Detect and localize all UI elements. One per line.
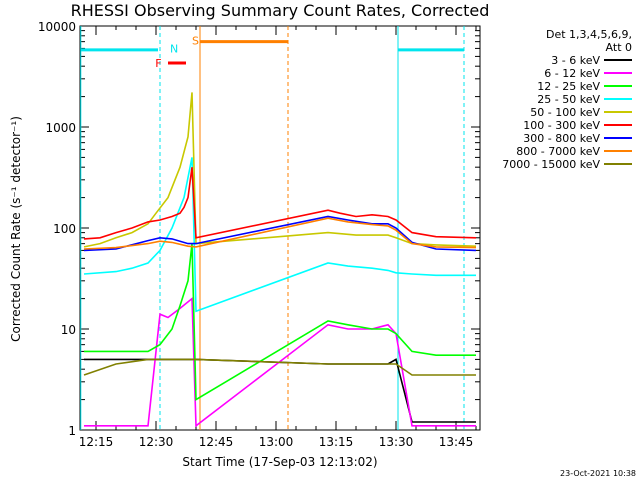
y-tick-label: 1000 bbox=[45, 121, 76, 135]
series-line-2 bbox=[84, 296, 476, 428]
footer-date: 23-Oct-2021 10:38 bbox=[560, 469, 636, 478]
legend-entry-label: 50 - 100 keV bbox=[530, 106, 600, 119]
y-tick-label: 10 bbox=[61, 323, 76, 337]
legend-entry-label: 800 - 7000 keV bbox=[516, 145, 600, 158]
series-line-5 bbox=[83, 92, 477, 248]
x-tick-label: 12:15 bbox=[79, 435, 114, 449]
series-line-8 bbox=[83, 217, 477, 250]
saa-flag-label: N bbox=[170, 42, 178, 55]
legend-entry-label: 25 - 50 keV bbox=[537, 93, 600, 106]
plot-area: 1 10 100 1000 10000 12:15 12:30 12:45 13:00 13:15… bbox=[38, 20, 481, 449]
legend-header: Att 0 bbox=[606, 41, 632, 54]
flare-flag-label: F bbox=[155, 57, 161, 70]
series-line-1 bbox=[84, 358, 476, 423]
x-tick-label: 12:45 bbox=[199, 435, 234, 449]
x-tick-label: 13:00 bbox=[259, 435, 294, 449]
x-tick-label: 13:30 bbox=[379, 435, 414, 449]
y-axis-label: Corrected Count Rate (s⁻¹ detector⁻¹) bbox=[9, 116, 23, 342]
x-tick-label: 13:15 bbox=[319, 435, 354, 449]
x-tick-label: 13:45 bbox=[439, 435, 474, 449]
legend-entry-label: 300 - 800 keV bbox=[523, 132, 600, 145]
series-line-7 bbox=[83, 215, 477, 252]
chart-title: RHESSI Observing Summary Count Rates, Co… bbox=[71, 1, 490, 20]
legend-entry-label: 12 - 25 keV bbox=[537, 80, 600, 93]
legend-entry-label: 100 - 300 keV bbox=[523, 119, 600, 132]
legend-header: Det 1,3,4,5,6,9, bbox=[546, 28, 632, 41]
x-axis-label: Start Time (17-Sep-03 12:13:02) bbox=[182, 455, 377, 469]
night-flag-label: S bbox=[192, 34, 199, 47]
series-line-9 bbox=[83, 358, 476, 376]
legend-entry-label: 7000 - 15000 keV bbox=[502, 158, 600, 171]
y-tick-label: 100 bbox=[53, 222, 76, 236]
series-line-3 bbox=[84, 243, 476, 401]
legend-entry-label: 3 - 6 keV bbox=[551, 54, 600, 67]
y-tick-label: 1 bbox=[68, 424, 76, 438]
legend-entry-label: 6 - 12 keV bbox=[544, 67, 600, 80]
x-tick-label: 12:30 bbox=[139, 435, 174, 449]
y-tick-label: 10000 bbox=[38, 20, 76, 34]
series-line-6 bbox=[83, 167, 477, 240]
series-line-4 bbox=[83, 157, 476, 313]
